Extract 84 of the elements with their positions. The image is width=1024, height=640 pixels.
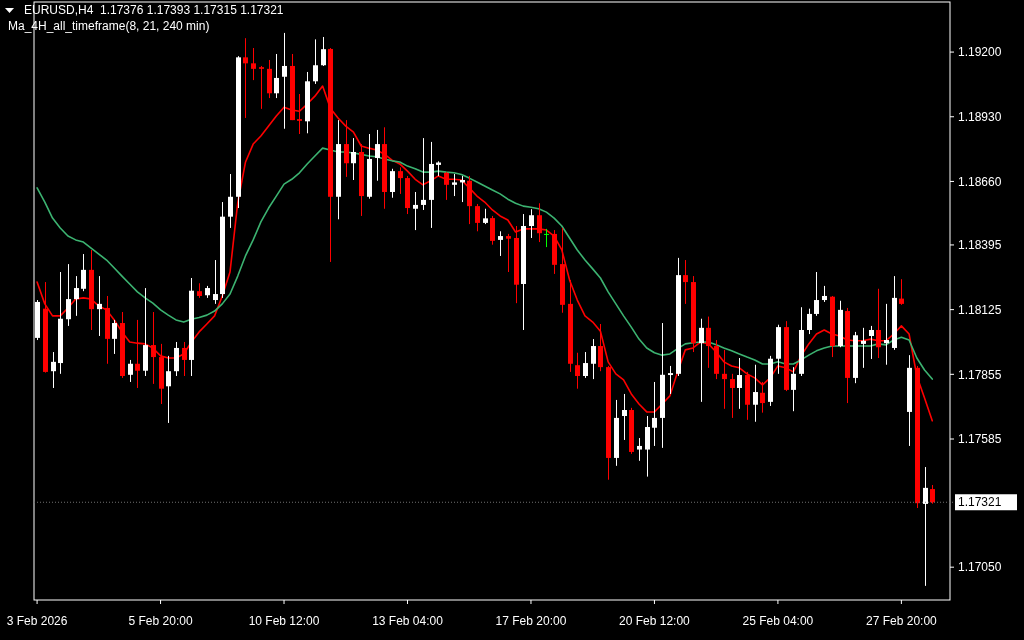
x-tick-label: 17 Feb 20:00 [495, 614, 567, 628]
candlestick [282, 32, 287, 130]
candlestick [375, 129, 380, 182]
candlestick [213, 259, 218, 305]
candlestick [251, 47, 256, 81]
candlestick [668, 365, 673, 395]
y-tick-label: 1.19200 [958, 45, 1002, 60]
x-tick-label: 13 Feb 04:00 [372, 614, 444, 628]
candlestick [760, 381, 765, 414]
candlestick [506, 233, 511, 273]
candlestick [413, 191, 418, 231]
chart-title: EURUSD,H4 1.17376 1.17393 1.17315 1.17321 [24, 3, 284, 17]
candlestick [66, 263, 71, 327]
candlestick [390, 168, 395, 199]
candlestick [321, 36, 326, 67]
candlestick [490, 215, 495, 246]
y-tick-label: 1.17585 [958, 432, 1002, 447]
x-tick-label: 20 Feb 12:00 [619, 614, 691, 628]
candlestick [575, 352, 580, 390]
candlestick [753, 364, 758, 423]
candlestick [351, 137, 356, 181]
y-tick-label: 1.18930 [958, 109, 1002, 124]
candlestick [128, 359, 133, 383]
candlestick [645, 415, 650, 478]
candlestick [112, 319, 117, 355]
candlestick [722, 349, 727, 410]
y-tick-label: 1.18125 [958, 302, 1002, 317]
candlestick [274, 53, 279, 99]
candlestick [583, 351, 588, 379]
candlestick [699, 318, 704, 403]
candlestick [398, 166, 403, 195]
candlestick [652, 381, 657, 447]
y-tick-label: 1.17050 [958, 560, 1002, 575]
y-tick-label: 1.17855 [958, 367, 1002, 382]
candlestick [313, 38, 318, 85]
x-tick-label: 10 Feb 12:00 [248, 614, 320, 628]
candlestick [869, 325, 874, 360]
x-tick-label: 27 Feb 20:00 [866, 614, 938, 628]
candlestick [622, 393, 627, 441]
candlestick [151, 311, 156, 385]
candlestick [529, 208, 534, 239]
candlestick [135, 319, 140, 389]
candlestick [876, 288, 881, 359]
candlestick [791, 366, 796, 412]
candlestick [637, 437, 642, 462]
candlestick [899, 278, 904, 306]
candlestick [884, 303, 889, 366]
candlestick [228, 173, 233, 229]
ref-line-label: 1.17321 [958, 495, 1002, 510]
x-tick-label: 25 Feb 04:00 [742, 614, 814, 628]
y-tick-label: 1.18660 [958, 174, 1002, 189]
x-tick-label: 3 Feb 2026 [6, 614, 68, 628]
candlestick [683, 259, 688, 305]
candlestick [923, 466, 928, 587]
candlestick [452, 173, 457, 197]
candlestick [537, 202, 542, 243]
candlestick [444, 171, 449, 201]
candlestick [182, 341, 187, 377]
candlestick [259, 65, 264, 110]
candlestick [807, 308, 812, 335]
candlestick [498, 230, 503, 257]
candlestick [861, 327, 866, 369]
candlestick [74, 275, 79, 317]
candlestick [166, 355, 171, 424]
candlestick [421, 137, 426, 211]
candlestick [97, 275, 102, 337]
candlestick [81, 253, 86, 292]
candlestick [930, 484, 935, 505]
candlestick [344, 119, 349, 178]
candlestick [544, 228, 549, 248]
candlestick [174, 341, 179, 377]
x-tick-label: 5 Feb 20:00 [128, 614, 193, 628]
y-tick-label: 1.18395 [958, 238, 1002, 253]
candlestick [706, 316, 711, 369]
text: Ma_4H_all_timeframe(8, 21, 240 min) [8, 19, 210, 33]
candlestick [814, 271, 819, 317]
candlestick [737, 357, 742, 410]
candlestick [243, 37, 248, 119]
candlestick [51, 351, 56, 389]
candlestick [475, 203, 480, 232]
candlestick [730, 373, 735, 419]
candlestick [591, 338, 596, 380]
candlestick [598, 323, 603, 372]
candlestick [297, 93, 302, 135]
